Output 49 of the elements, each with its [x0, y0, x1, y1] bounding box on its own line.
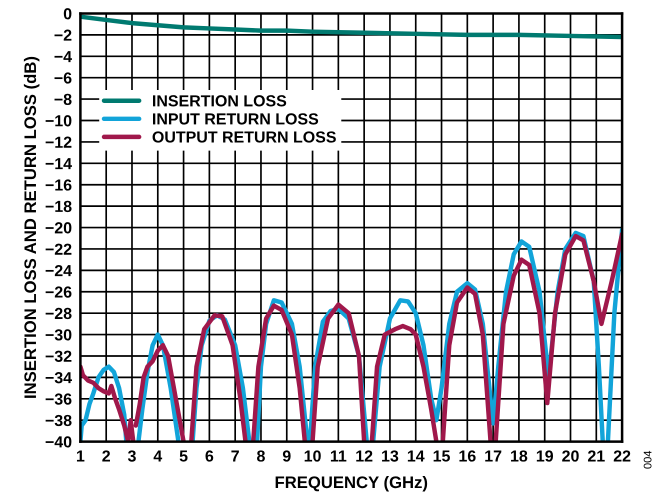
y-tick-label: −14 — [46, 158, 72, 170]
text: 004 — [644, 450, 652, 469]
x-tick-label: 5 — [180, 450, 188, 462]
y-tick-label: −8 — [54, 94, 72, 106]
y-tick-label: 0 — [64, 8, 72, 20]
y-tick-label: −16 — [46, 179, 72, 191]
x-tick-label: 6 — [206, 450, 214, 462]
y-tick-label: −26 — [46, 286, 72, 298]
y-tick-label: −30 — [46, 329, 72, 341]
x-tick-label: 2 — [102, 450, 110, 462]
y-axis-title: INSERTION LOSS AND RETURN LOSS (dB) — [24, 56, 40, 398]
x-tick-label: 1 — [76, 450, 84, 462]
x-tick-label: 4 — [154, 450, 162, 462]
x-tick-label: 17 — [485, 450, 502, 462]
x-tick-label: 19 — [536, 450, 553, 462]
x-tick-label: 7 — [231, 450, 239, 462]
x-axis-title: FREQUENCY (GHz) — [276, 476, 428, 492]
x-tick-label: 12 — [356, 450, 372, 462]
y-tick-label: −28 — [46, 308, 72, 320]
y-tick-label: −18 — [46, 200, 72, 212]
x-tick-label: 16 — [459, 450, 476, 462]
legend-label: INPUT RETURN LOSS — [152, 113, 318, 125]
x-tick-label: 13 — [382, 450, 398, 462]
x-tick-label: 10 — [304, 450, 321, 462]
y-tick-label: −10 — [46, 115, 72, 126]
legend-label: OUTPUT RETURN LOSS — [152, 131, 336, 143]
x-tick-label: 3 — [128, 450, 136, 462]
x-tick-label: 20 — [562, 450, 579, 462]
y-tick-label: −22 — [46, 244, 72, 255]
y-tick-label: −2 — [54, 30, 72, 41]
y-tick-label: −40 — [46, 436, 72, 448]
x-tick-label: 11 — [330, 450, 346, 462]
y-tick-label: −24 — [46, 264, 72, 276]
x-tick-label: 9 — [282, 450, 291, 462]
x-tick-label: 15 — [434, 450, 450, 462]
y-tick-label: −38 — [46, 414, 72, 426]
y-tick-label: −4 — [54, 51, 72, 62]
y-tick-label: −36 — [46, 393, 72, 405]
y-tick-label: −34 — [46, 372, 72, 384]
x-tick-label: 8 — [257, 450, 265, 462]
x-tick-label: 18 — [511, 450, 528, 462]
y-tick-label: −32 — [46, 350, 72, 362]
legend-label: INSERTION LOSS — [152, 95, 286, 106]
x-tick-label: 22 — [614, 450, 630, 462]
y-tick-label: −12 — [46, 136, 72, 148]
x-tick-label: 21 — [588, 450, 605, 462]
x-tick-label: 14 — [408, 450, 425, 462]
y-tick-label: −6 — [54, 72, 72, 84]
y-tick-label: −20 — [46, 222, 72, 234]
